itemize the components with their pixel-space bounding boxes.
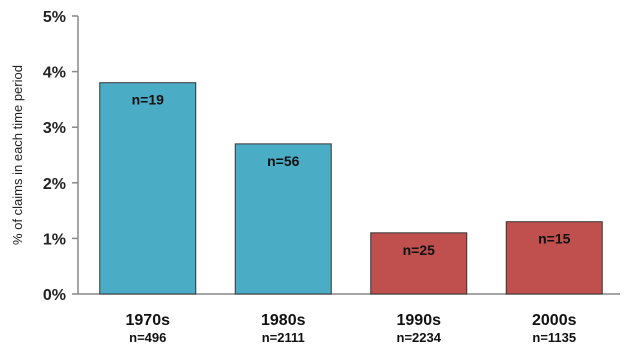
bar-data-label: n=25: [403, 242, 436, 258]
x-category-n: n=2111: [262, 330, 305, 345]
x-category-label: 1980s: [261, 312, 306, 329]
x-category-label: 1970s: [126, 312, 171, 329]
bar-2000s: [505, 221, 603, 295]
y-tick-label: 3%: [43, 120, 66, 137]
bar-1980s: [234, 143, 332, 295]
bar-1990s: [370, 232, 468, 295]
bar-data-label: n=56: [267, 153, 300, 169]
x-category-label: 2000s: [532, 312, 577, 329]
y-tick-label: 5%: [43, 9, 66, 26]
y-tick-label: 1%: [43, 231, 66, 248]
y-axis-ticks: 0% 1% 2% 3% 4% 5%: [43, 9, 78, 304]
x-category-n: n=496: [129, 330, 166, 345]
bar-data-label: n=19: [132, 92, 165, 108]
bar-data-label: n=15: [538, 231, 571, 247]
y-tick-label: 0%: [43, 287, 66, 304]
y-tick-label: 4%: [43, 65, 66, 82]
x-category-n: n=1135: [532, 330, 576, 345]
y-tick-label: 2%: [43, 176, 66, 193]
bars-group: n=19 n=56 n=25 n=15: [99, 82, 603, 295]
y-axis-title: % of claims in each time period: [10, 65, 25, 245]
x-category-n: n=2234: [397, 330, 442, 345]
bar-1970s: [99, 82, 197, 295]
x-category-label: 1990s: [397, 312, 442, 329]
